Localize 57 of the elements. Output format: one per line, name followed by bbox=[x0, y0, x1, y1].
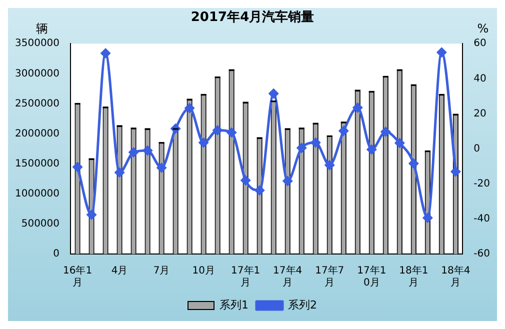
y-tick-label: 2500000 bbox=[14, 98, 60, 110]
point bbox=[296, 143, 306, 153]
point bbox=[128, 148, 138, 158]
x-tick-label: 17年4月 bbox=[273, 264, 302, 289]
point bbox=[408, 158, 418, 168]
x-tick-label: 18年1月 bbox=[399, 264, 428, 289]
x-tick-label: 18年4月 bbox=[441, 264, 470, 289]
point bbox=[156, 162, 166, 172]
point bbox=[184, 103, 194, 113]
legend-label: 系列2 bbox=[288, 298, 317, 312]
x-tick-label: 4月 bbox=[111, 266, 128, 277]
point bbox=[422, 213, 432, 223]
x-tick-label: 17年1月 bbox=[231, 264, 260, 289]
y-tick-label: 3500000 bbox=[14, 38, 60, 50]
y2-tick-label: 0 bbox=[474, 143, 480, 154]
point bbox=[254, 186, 264, 196]
y-tick-label: 3000000 bbox=[14, 68, 60, 80]
point bbox=[380, 127, 390, 137]
point bbox=[268, 88, 278, 98]
point bbox=[282, 176, 292, 186]
point bbox=[114, 168, 124, 178]
y-tick-label: 1000000 bbox=[14, 188, 60, 200]
x-tick-label: 16年1月 bbox=[62, 264, 92, 289]
point bbox=[212, 125, 222, 135]
point bbox=[100, 48, 110, 58]
point bbox=[198, 138, 208, 148]
y2-tick-label: -60 bbox=[474, 248, 490, 260]
y2-axis-title: % bbox=[477, 22, 489, 36]
y-tick-label: 1500000 bbox=[14, 158, 60, 170]
point bbox=[240, 176, 250, 186]
x-tick-label: 10月 bbox=[192, 266, 215, 277]
point bbox=[394, 138, 404, 148]
point bbox=[338, 126, 348, 136]
y2-tick-label: 60 bbox=[474, 38, 486, 50]
point bbox=[436, 48, 446, 58]
x-tick-label: 17年10月 bbox=[357, 264, 386, 289]
point bbox=[450, 166, 460, 176]
y-tick-label: 2000000 bbox=[14, 128, 60, 140]
legend-label: 系列1 bbox=[220, 298, 248, 312]
point bbox=[366, 144, 376, 154]
y2-tick-label: -20 bbox=[474, 178, 490, 190]
point bbox=[86, 210, 96, 220]
point bbox=[72, 162, 82, 172]
y-axis-title: 辆 bbox=[36, 22, 48, 36]
point bbox=[324, 160, 334, 170]
y2-tick-label: 40 bbox=[474, 73, 486, 84]
point bbox=[142, 146, 152, 156]
point bbox=[226, 128, 236, 138]
chart-title: 2017年4月汽车销量 bbox=[190, 9, 314, 26]
x-tick-label: 17年7月 bbox=[315, 264, 344, 289]
point bbox=[352, 102, 362, 112]
y-tick-label: 0 bbox=[53, 248, 60, 260]
x-tick-label: 7月 bbox=[153, 266, 170, 277]
y-tick-label: 500000 bbox=[21, 218, 60, 230]
y2-tick-label: 20 bbox=[474, 108, 486, 120]
y2-tick-label: -40 bbox=[474, 214, 490, 225]
point bbox=[310, 138, 320, 148]
